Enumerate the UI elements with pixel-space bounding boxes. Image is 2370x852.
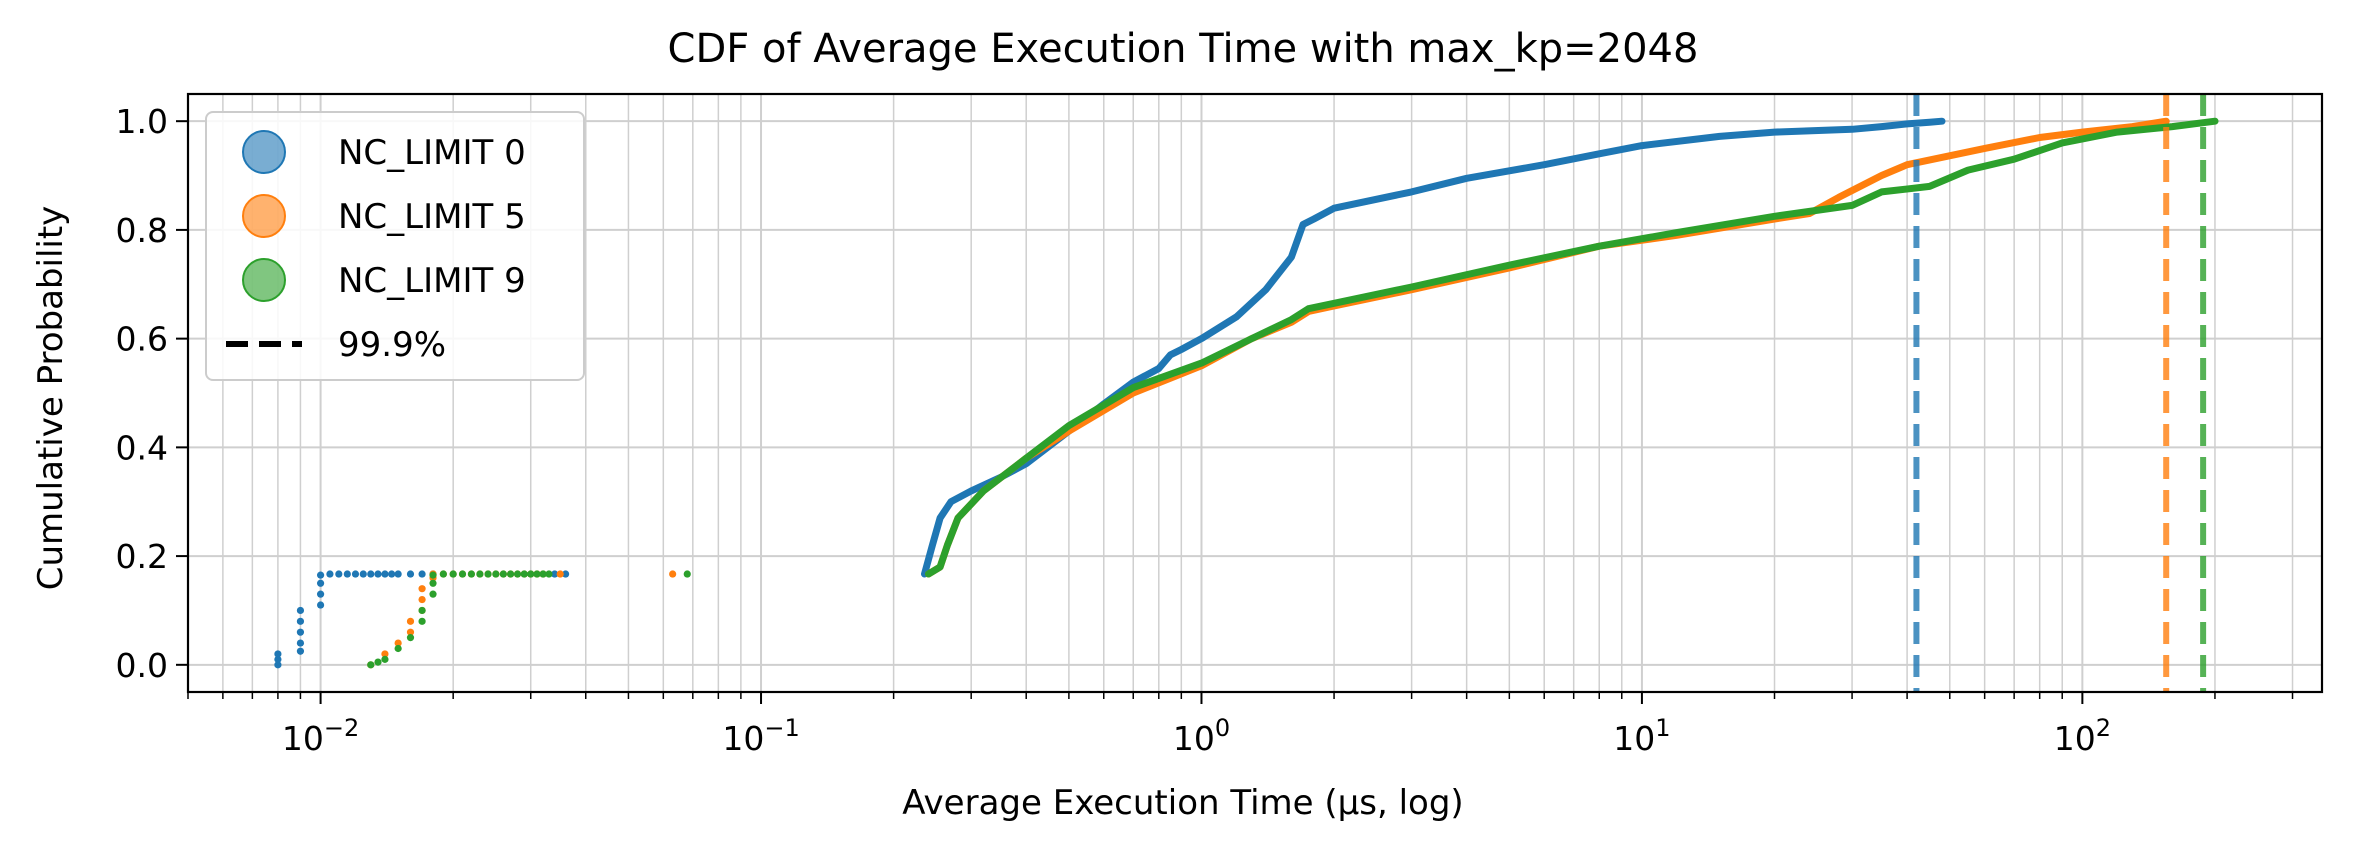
nc-limit-5-point <box>406 617 415 625</box>
nc-limit-0-point <box>394 570 402 578</box>
y-axis-label: Cumulative Probability <box>31 206 71 591</box>
nc-limit-0-point <box>343 570 351 578</box>
nc-limit-0-point <box>296 628 305 636</box>
y-tick-label: 0.4 <box>116 428 168 467</box>
nc-limit-5-point <box>418 595 426 604</box>
y-tick-label: 1.0 <box>116 102 168 141</box>
nc-limit-0-point <box>274 650 282 658</box>
nc-limit-5-point <box>556 570 564 578</box>
nc-limit-0-point <box>374 570 382 578</box>
nc-limit-0-point <box>562 570 570 578</box>
nc-limit-9-point <box>458 570 467 578</box>
nc-limit-9-point <box>513 570 522 578</box>
legend-marker-nc-limit-5 <box>242 194 286 238</box>
plot-frame <box>186 92 2324 694</box>
nc-limit-9-cdf-line <box>925 117 2219 578</box>
nc-limit-9-point <box>545 570 553 578</box>
nc-limit-9-point <box>367 661 375 669</box>
nc-limit-9-point <box>527 570 535 578</box>
legend-box <box>205 111 585 381</box>
x-tick-label: 101 <box>1613 714 1670 758</box>
nc-limit-9-point <box>484 570 492 578</box>
x-tick-label: 10−2 <box>282 714 359 758</box>
nc-limit-9-point <box>467 570 476 578</box>
nc-limit-9-point <box>374 658 382 666</box>
nc-limit-5-point <box>381 650 389 658</box>
x-tick-label: 100 <box>1173 714 1230 758</box>
legend-label-99-9-: 99.9% <box>338 325 446 365</box>
nc-limit-0-point <box>296 606 305 615</box>
nc-limit-9-point <box>394 644 402 653</box>
nc-limit-0-point <box>296 639 305 647</box>
y-tick-label: 0.2 <box>116 537 168 576</box>
nc-limit-0-point <box>296 647 305 655</box>
y-tick-label: 0.6 <box>116 320 168 359</box>
nc-limit-9-point <box>449 570 457 578</box>
legend-label-nc-limit-9: NC_LIMIT 9 <box>338 261 526 301</box>
nc-limit-9-point <box>418 617 426 625</box>
nc-limit-9-point <box>381 655 389 663</box>
nc-limit-0-point <box>316 571 325 579</box>
x-tick-label: 102 <box>2054 714 2111 758</box>
legend-label-nc-limit-5: NC_LIMIT 5 <box>338 197 526 237</box>
nc-limit-9-point <box>506 570 515 578</box>
nc-limit-0-point <box>388 570 396 578</box>
legend-marker-nc-limit-9 <box>242 258 286 302</box>
chart-title: CDF of Average Execution Time with max_k… <box>668 26 1699 72</box>
nc-limit-9-point <box>429 579 437 587</box>
nc-limit-9-point <box>418 606 426 615</box>
nc-limit-9-point <box>476 570 484 578</box>
nc-limit-5-point <box>669 570 677 578</box>
y-tick-label: 0.0 <box>116 646 168 685</box>
legend-label-nc-limit-0: NC_LIMIT 0 <box>338 133 526 173</box>
nc-limit-0-point <box>316 601 325 609</box>
nc-limit-0-point <box>335 570 343 578</box>
nc-limit-0-point <box>351 570 360 578</box>
nc-limit-9-point <box>499 570 507 578</box>
nc-limit-0-point <box>359 570 367 578</box>
legend: NC_LIMIT 0 NC_LIMIT 5 NC_LIMIT 9 99.9% <box>205 111 585 381</box>
nc-limit-0-point <box>406 570 415 578</box>
legend-marker-nc-limit-0 <box>242 130 286 174</box>
nc-limit-9-point <box>520 570 528 578</box>
nc-limit-0-point <box>316 590 325 598</box>
nc-limit-9-point <box>429 571 437 579</box>
nc-limit-9-point <box>533 570 541 578</box>
nc-limit-0-point <box>296 617 305 625</box>
nc-limit-5-point <box>406 628 415 636</box>
x-axis-label: Average Execution Time (μs, log) <box>902 783 1463 823</box>
nc-limit-0-point <box>418 570 426 578</box>
x-tick-label: 10−1 <box>722 714 799 758</box>
nc-limit-0-point <box>381 570 389 578</box>
nc-limit-0-point <box>274 655 282 663</box>
nc-limit-9-point <box>406 634 415 642</box>
nc-limit-0-point <box>274 661 282 669</box>
nc-limit-9-point <box>683 570 691 578</box>
nc-limit-0-cdf-line <box>921 117 1946 578</box>
nc-limit-9-point <box>439 570 447 578</box>
series-group <box>274 94 2219 692</box>
nc-limit-5-point <box>418 585 426 593</box>
nc-limit-0-point <box>551 570 559 578</box>
nc-limit-0-point <box>367 570 375 578</box>
y-tick-label: 0.8 <box>116 211 168 250</box>
nc-limit-5-cdf-line <box>925 117 2170 578</box>
nc-limit-0-point <box>326 570 334 578</box>
nc-limit-9-point <box>539 570 547 578</box>
nc-limit-0-point <box>316 579 325 587</box>
nc-limit-9-point <box>429 590 437 598</box>
nc-limit-5-point <box>394 639 402 647</box>
nc-limit-9-point <box>492 570 500 578</box>
